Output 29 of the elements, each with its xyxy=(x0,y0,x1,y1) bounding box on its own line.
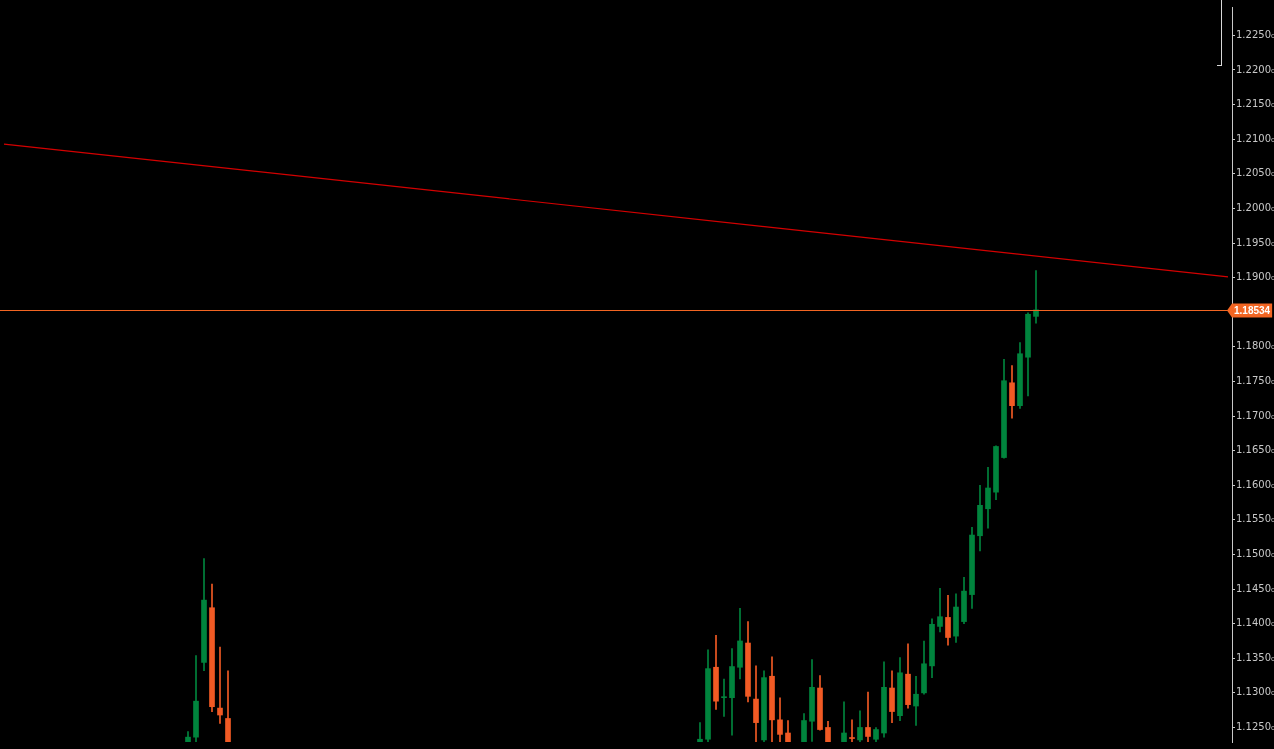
y-tick-label: 1.1350₀ xyxy=(1236,651,1274,663)
y-tick-label: 1.1600₀ xyxy=(1236,478,1274,490)
y-tick-label: 1.1300₀ xyxy=(1236,686,1274,698)
y-tick-label: 1.1750₀ xyxy=(1236,375,1274,387)
candlestick xyxy=(937,588,943,633)
y-tick-label: 1.2250₀ xyxy=(1236,28,1274,40)
y-tick-label: 1.2100₀ xyxy=(1236,132,1274,144)
y-tick-label: 1.1900₀ xyxy=(1236,271,1274,283)
y-tick-label: 1.2150₀ xyxy=(1236,98,1274,110)
candlestick xyxy=(849,719,855,742)
candlestick xyxy=(721,678,727,717)
ref-line-label: 1.18534 xyxy=(1234,305,1271,317)
y-tick-label: 1.1500₀ xyxy=(1236,548,1274,560)
y-tick-label: 1.1800₀ xyxy=(1236,340,1274,352)
candlestick xyxy=(865,691,871,742)
y-tick-label: 1.1250₀ xyxy=(1236,721,1274,733)
y-tick-label: 1.2200₀ xyxy=(1236,63,1274,75)
y-tick-label: 1.1550₀ xyxy=(1236,513,1274,525)
y-tick-label: 1.1400₀ xyxy=(1236,617,1274,629)
y-tick-label: 1.2000₀ xyxy=(1236,201,1274,213)
y-tick-label: 1.1950₀ xyxy=(1236,236,1274,248)
candlestick xyxy=(913,675,919,726)
y-tick-label: 1.1700₀ xyxy=(1236,409,1274,421)
candlestick xyxy=(217,646,223,724)
y-tick-label: 1.1650₀ xyxy=(1236,444,1274,456)
y-tick-label: 1.1450₀ xyxy=(1236,582,1274,594)
candlestick xyxy=(841,701,847,742)
y-tick-label: 1.2050₀ xyxy=(1236,167,1274,179)
candlestick xyxy=(697,722,703,742)
